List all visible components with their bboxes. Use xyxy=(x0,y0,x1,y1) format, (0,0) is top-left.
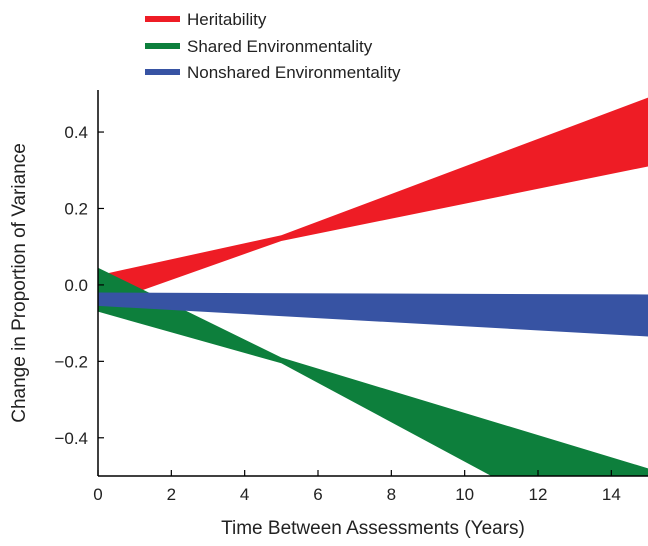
y-tick-label: −0.2 xyxy=(54,352,88,371)
x-tick-label: 8 xyxy=(387,485,396,504)
band-shared-environmentality xyxy=(98,267,648,476)
legend-label-shared-environmentality: Shared Environmentality xyxy=(187,37,373,56)
y-ticks: 0.4 0.2 0.0 −0.2 −0.4 xyxy=(54,123,104,448)
band-nonshared-environmentality xyxy=(98,292,648,337)
legend-item-nonshared-environmentality: Nonshared Environmentality xyxy=(145,63,401,82)
axes xyxy=(97,90,648,477)
band-heritability xyxy=(98,97,648,306)
x-tick-label: 4 xyxy=(240,485,249,504)
legend-item-heritability: Heritability xyxy=(145,10,267,29)
y-tick-label: −0.4 xyxy=(54,429,88,448)
y-tick-label: 0.2 xyxy=(64,199,88,218)
y-tick-label: 0.0 xyxy=(64,276,88,295)
x-tick-label: 6 xyxy=(313,485,322,504)
x-axis-title: Time Between Assessments (Years) xyxy=(221,518,525,539)
legend-label-heritability: Heritability xyxy=(187,10,267,29)
legend-item-shared-environmentality: Shared Environmentality xyxy=(145,37,373,56)
y-axis-title: Change in Proportion of Variance xyxy=(9,143,30,423)
legend: Heritability Shared Environmentality Non… xyxy=(145,10,401,82)
x-tick-label: 10 xyxy=(455,485,474,504)
x-tick-label: 2 xyxy=(167,485,176,504)
legend-label-nonshared-environmentality: Nonshared Environmentality xyxy=(187,63,401,82)
y-tick-label: 0.4 xyxy=(64,123,88,142)
x-tick-label: 0 xyxy=(93,485,102,504)
plot-area xyxy=(98,97,648,476)
x-tick-label: 14 xyxy=(602,485,621,504)
x-ticks: 0 2 4 6 8 10 12 14 xyxy=(93,470,621,504)
x-tick-label: 12 xyxy=(529,485,548,504)
